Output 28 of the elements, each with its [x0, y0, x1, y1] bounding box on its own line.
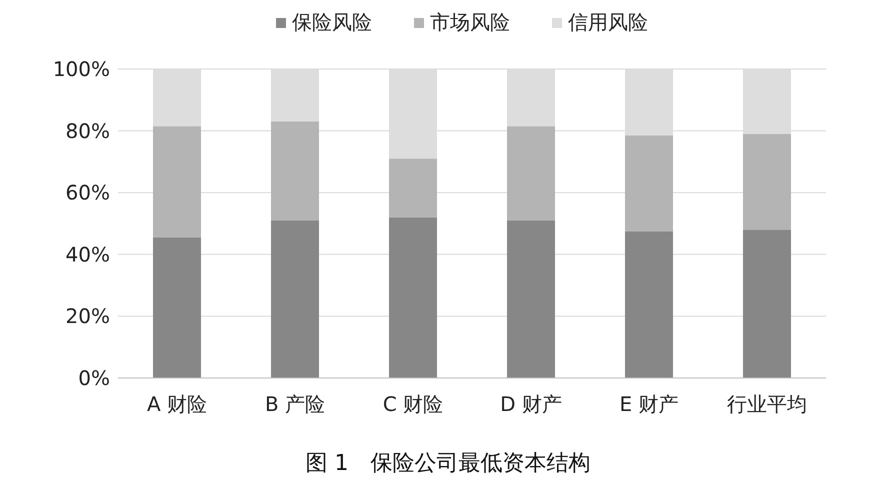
- legend-label: 保险风险: [292, 10, 372, 34]
- bar: [625, 231, 673, 378]
- y-tick-label: 80%: [66, 118, 110, 143]
- x-tick-label: E 财产: [620, 392, 678, 416]
- x-tick-label: C 财险: [382, 392, 444, 416]
- bar: [507, 126, 555, 220]
- y-tick-label: 100%: [52, 57, 110, 81]
- text: 图 1 保险公司最低资本结构: [306, 451, 590, 476]
- bar: [625, 135, 673, 232]
- y-tick-label: 20%: [66, 304, 110, 328]
- legend-label: 市场风险: [430, 10, 510, 34]
- x-tick-label: 行业平均: [727, 392, 807, 416]
- bar: [153, 237, 201, 378]
- y-tick-label: 0%: [78, 366, 110, 390]
- x-tick-label: B 产险: [264, 392, 326, 416]
- bar: [507, 220, 555, 378]
- bar: [389, 217, 437, 378]
- legend-label: 信用风险: [568, 10, 648, 34]
- x-tick-label: D 财产: [500, 392, 562, 416]
- bar: [389, 158, 437, 218]
- bar: [153, 126, 201, 238]
- bar: [743, 230, 791, 378]
- y-tick-label: 60%: [66, 180, 110, 205]
- bar: [271, 220, 319, 378]
- bar: [271, 122, 319, 220]
- x-tick-label: A 财险: [146, 392, 208, 416]
- bar: [743, 134, 791, 230]
- y-tick-label: 40%: [66, 242, 110, 266]
